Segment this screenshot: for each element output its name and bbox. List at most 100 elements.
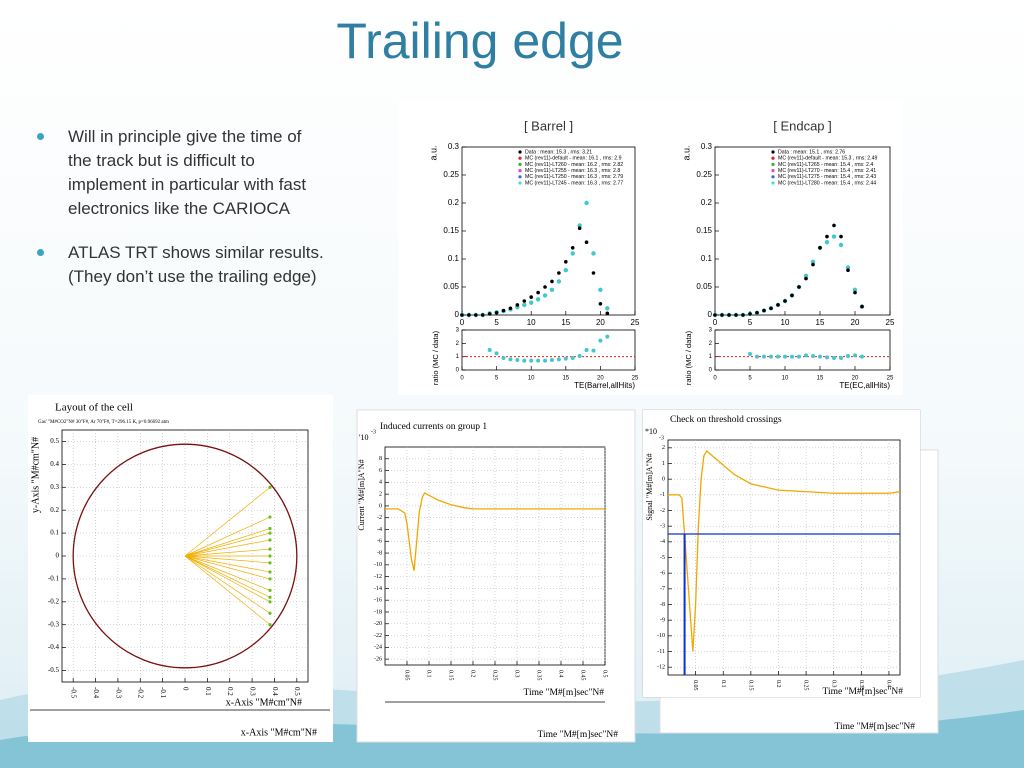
mc-point: [584, 200, 589, 206]
y-tick-label: -14: [374, 586, 382, 592]
y-tick-label: 0.1: [448, 254, 460, 263]
mc-point: [529, 300, 534, 305]
x-tick-label: 0.05: [692, 680, 698, 691]
ratio-point: [790, 354, 794, 359]
y-tick-label: 0: [455, 310, 460, 319]
y-tick-label: 2: [379, 492, 382, 498]
data-point: [790, 293, 794, 298]
x-tick-label: 0.4: [271, 687, 279, 696]
y-tick-label: -1: [660, 492, 665, 498]
legend-entry: MC (rev11)-LT280 - mean: 15.4 , rms: 2.4…: [778, 180, 876, 186]
y-tick-label: 3: [456, 328, 460, 334]
legend-marker: [771, 169, 775, 173]
ratio-point: [508, 357, 513, 362]
ratio-point: [556, 357, 561, 362]
cell-wall: [72, 443, 298, 669]
data-point: [818, 246, 822, 250]
y-tick-label: 0.15: [696, 226, 712, 235]
y-tick-label: -0.4: [48, 643, 60, 651]
ratio-point: [783, 354, 787, 359]
y-tick-label: -3: [660, 524, 665, 530]
x-tick-label: 15: [562, 376, 569, 382]
y-tick-label: 1: [662, 461, 665, 467]
y-tick-label: 0.05: [696, 282, 712, 291]
x-axis-label: Time "M#[m]sec"N#: [823, 687, 904, 697]
slide-title: Trailing edge: [336, 13, 624, 69]
y-tick-label: -16: [374, 598, 382, 604]
y-tick-label: 0.4: [50, 460, 59, 468]
x-tick-label: -0.2: [137, 687, 145, 699]
hit-point: [268, 515, 272, 519]
legend-entry: MC (rev11)-LT245 - mean: 16.3 , rms: 2.7…: [525, 180, 623, 186]
data-point: [550, 279, 554, 284]
x-tick-label: 5: [748, 318, 753, 327]
legend-entry: MC (rev11)-LT275 - mean: 15.4 , rms: 2.4…: [778, 174, 876, 180]
data-point: [460, 313, 464, 317]
plot-frame: [714, 329, 891, 371]
mc-point: [810, 259, 816, 264]
plot-title: Check on threshold crossings: [670, 415, 782, 425]
legend-marker: [771, 156, 775, 160]
y-tick-label: 2: [662, 445, 665, 451]
data-point: [846, 268, 850, 273]
ratio-point: [536, 358, 541, 363]
mc-point: [831, 234, 837, 239]
x-axis-label: x-Axis "M#cm"N#: [241, 727, 317, 738]
plot-title: [ Barrel ]: [524, 118, 573, 133]
x-tick-label: 0.1: [720, 680, 726, 688]
y-tick-label: 1: [456, 354, 460, 360]
legend-marker: [771, 175, 775, 179]
ratio-point: [846, 354, 850, 358]
legend-entry: Data : mean: 15.3 , rms: 3.21: [525, 149, 592, 155]
ratio-point: [501, 356, 506, 360]
data-point: [584, 240, 589, 244]
data-point: [591, 271, 596, 275]
ratio-point: [755, 354, 759, 359]
bullet-list: Will in principle give the time of the t…: [35, 125, 325, 309]
legend-marker: [771, 150, 775, 154]
mc-point: [824, 240, 830, 245]
hit-point: [268, 577, 272, 581]
x-tick-label: 5: [748, 376, 752, 382]
x-tick-label: 0.35: [858, 680, 864, 691]
y-axis-label: y-Axis "M#cm"N#: [30, 437, 41, 513]
legend-entry: MC (rev11)-LT265 - mean: 15.4 , rms: 2.4: [778, 162, 873, 168]
drift-line: [184, 555, 271, 591]
plot-title: [ Endcap ]: [773, 118, 832, 133]
x-axis-label: TE(EC,allHits): [839, 381, 890, 390]
ratio-point: [832, 356, 836, 360]
drift-line: [184, 555, 271, 603]
data-point: [755, 310, 759, 315]
y-tick-label: -26: [374, 656, 382, 662]
data-point: [570, 246, 575, 250]
figure-panel: [28, 395, 333, 742]
waveform: [385, 492, 605, 571]
plot-title: Layout of the cell: [55, 402, 133, 414]
hit-point: [268, 554, 272, 558]
legend-marker: [771, 181, 775, 185]
ratio-point: [549, 358, 554, 362]
data-point: [720, 313, 724, 317]
y-tick-label: 0.05: [443, 282, 459, 291]
y-tick-label: 0: [56, 552, 60, 560]
drift-line: [184, 555, 271, 625]
ratio-point: [522, 358, 527, 363]
x-tick-label: 0.2: [775, 680, 781, 688]
data-point: [811, 262, 815, 267]
x-tick-label: 0: [181, 687, 189, 691]
figure: Time "M#[m]sec"N# Check on threshold cros…: [643, 410, 920, 732]
y-tick-label: -2: [660, 508, 665, 514]
ratio-point: [605, 334, 610, 339]
ratio-point: [494, 351, 499, 356]
data-point: [543, 285, 547, 289]
x-tick-label: 0: [460, 318, 465, 327]
ratio-point: [769, 354, 773, 359]
data-point: [494, 310, 499, 315]
mc-point: [852, 287, 858, 292]
y-tick-label: 0.15: [443, 226, 459, 235]
data-point: [825, 234, 829, 239]
data-point: [734, 313, 738, 317]
x-tick-label: 15: [561, 318, 570, 327]
x-tick-label: 20: [597, 376, 604, 382]
x-tick-label: 10: [781, 318, 790, 327]
